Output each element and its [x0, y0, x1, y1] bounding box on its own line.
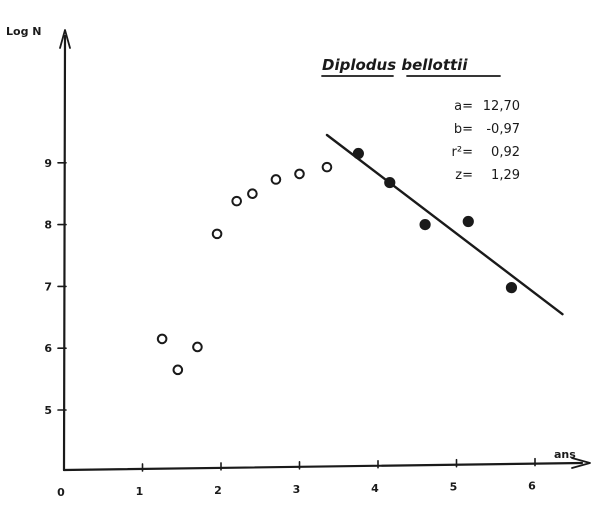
x-tick-label: 2 [214, 484, 222, 497]
filled-data-point [419, 219, 431, 231]
open-data-point [211, 228, 223, 240]
regression-line-group [325, 133, 564, 316]
filled-data-point [384, 176, 396, 189]
x-tick-label: 6 [528, 480, 536, 493]
x-tick-label: 4 [371, 482, 379, 495]
y-ticks: 5 6 7 8 9 [44, 157, 67, 417]
open-data-point [247, 188, 258, 199]
x-ticks: 0 1 2 3 4 5 6 [57, 457, 536, 499]
axes [59, 29, 591, 472]
y-tick-label: 6 [44, 342, 52, 355]
stat-r2-label: r²= [452, 145, 473, 160]
data-points [156, 147, 518, 376]
y-axis-arrowhead [59, 29, 71, 49]
x-axis-label: ans [554, 448, 576, 461]
stat-z-label: z= [455, 168, 473, 183]
stat-b-value: -0,97 [486, 122, 520, 137]
x-axis [62, 461, 584, 472]
open-data-point [172, 364, 184, 376]
y-axis-label: Log N [6, 25, 41, 38]
open-data-point [192, 341, 203, 353]
stat-r2-value: 0,92 [491, 145, 520, 160]
stat-z-value: 1,29 [491, 168, 520, 183]
open-data-point [294, 168, 305, 180]
y-tick-label: 5 [44, 404, 52, 417]
x-tick-label: 1 [136, 485, 144, 498]
filled-data-point [462, 215, 474, 228]
y-tick-label: 7 [44, 280, 52, 293]
chart-title: Diplodus bellottii [322, 56, 468, 74]
x-tick-label: 0 [57, 486, 65, 499]
open-data-point [156, 333, 168, 345]
x-axis-arrowhead [571, 457, 591, 469]
x-tick-label: 5 [450, 481, 458, 494]
open-data-point [231, 195, 242, 207]
stat-a-value: 12,70 [483, 99, 520, 114]
filled-data-point [505, 282, 518, 294]
open-data-point [321, 161, 333, 173]
stats-block: a= 12,70 b= -0,97 r²= 0,92 z= 1,29 [452, 99, 520, 183]
stat-b-label: b= [454, 122, 473, 137]
regression-line [325, 133, 564, 316]
y-tick-label: 9 [44, 157, 52, 170]
open-data-point [270, 174, 282, 185]
y-axis [62, 34, 67, 472]
x-tick-label: 3 [293, 483, 301, 496]
stat-a-label: a= [454, 99, 473, 114]
y-tick-label: 8 [44, 219, 52, 232]
filled-data-point [352, 147, 364, 160]
